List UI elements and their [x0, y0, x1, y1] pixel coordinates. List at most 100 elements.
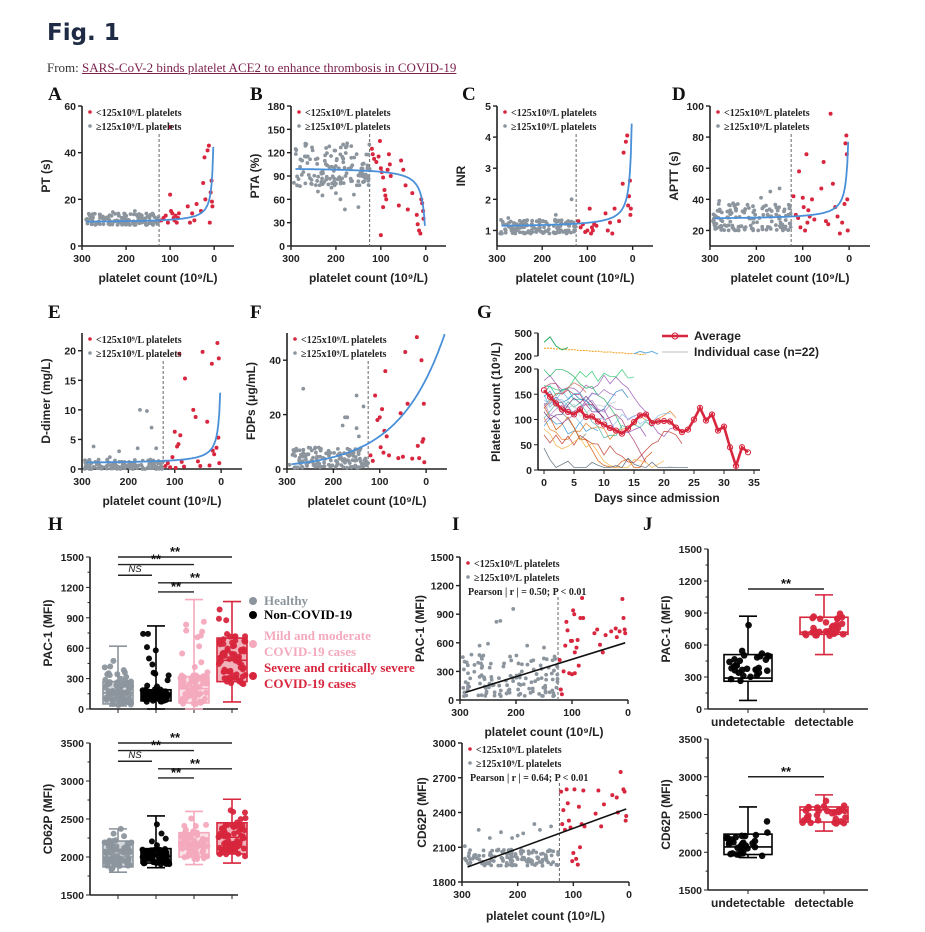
point-low — [193, 414, 198, 419]
point-high — [540, 694, 545, 698]
point-high — [533, 679, 538, 684]
y-tick-label: 300 — [684, 672, 702, 684]
y-tick-label: 2000 — [61, 852, 85, 864]
point-high — [117, 449, 122, 454]
point-low — [613, 626, 618, 631]
x-tick-label: 300 — [282, 253, 300, 265]
point-low — [628, 206, 633, 211]
point-low — [622, 627, 627, 632]
point-high — [350, 163, 355, 168]
point-high — [343, 207, 347, 212]
point-high — [534, 861, 539, 866]
point-low — [398, 411, 403, 416]
point-high — [87, 458, 92, 462]
data-point — [738, 647, 746, 655]
data-point — [751, 837, 759, 845]
point-high — [467, 851, 471, 856]
legend-marker-low — [503, 110, 507, 114]
point-high — [462, 844, 467, 848]
data-point — [102, 684, 109, 691]
point-high — [487, 836, 492, 840]
point-high — [120, 221, 125, 225]
significance-label: ** — [781, 764, 792, 779]
data-point — [106, 672, 113, 679]
point-high — [293, 152, 298, 156]
significance-label: ** — [171, 765, 182, 780]
point-high — [508, 219, 513, 224]
point-low — [414, 212, 419, 217]
point-high — [463, 680, 468, 685]
point-high — [513, 863, 518, 868]
point-high — [337, 456, 342, 461]
point-high — [787, 221, 792, 226]
point-high — [116, 211, 121, 216]
data-point — [125, 856, 132, 863]
point-high — [105, 463, 109, 468]
point-high — [554, 685, 559, 690]
point-low — [383, 369, 388, 374]
point-high — [534, 672, 539, 676]
point-low — [575, 637, 580, 642]
point-low — [209, 361, 214, 366]
point-high — [556, 219, 560, 224]
point-high — [298, 184, 302, 189]
point-high — [746, 206, 751, 210]
point-high — [569, 219, 574, 224]
legend-marker-low — [297, 110, 301, 114]
point-high — [460, 655, 465, 659]
chart-panel-f-f: F 0 20 40 300 200 100 0 <125x10⁹/L platelets ≥125… — [244, 302, 447, 508]
point-low — [618, 769, 623, 774]
significance-label: ** — [171, 579, 182, 594]
average-point — [642, 411, 650, 418]
y-axis-title: FDPs (μg/mL) — [244, 362, 258, 440]
article-link[interactable]: SARS-CoV-2 binds platelet ACE2 to enhanc… — [82, 60, 457, 75]
y-tick-label: 2500 — [679, 810, 703, 822]
point-high — [503, 228, 508, 232]
point-high — [313, 445, 318, 450]
average-point — [726, 444, 734, 451]
individual-case-line — [543, 395, 605, 420]
point-low — [383, 193, 388, 198]
point-high — [323, 162, 328, 167]
point-low — [601, 802, 606, 807]
data-point — [241, 809, 248, 816]
point-high — [479, 655, 484, 660]
point-low — [380, 407, 385, 412]
point-high — [352, 155, 357, 160]
x-axis-title: platelet count (10⁹/L) — [515, 271, 634, 285]
point-low — [405, 401, 410, 406]
point-low — [419, 358, 424, 363]
point-high — [563, 229, 568, 234]
point-high — [139, 216, 144, 221]
point-high — [138, 407, 142, 412]
y-tick-label: 1500 — [61, 890, 85, 902]
point-high — [136, 463, 141, 468]
point-high — [149, 425, 154, 430]
point-high — [539, 860, 544, 865]
legend-label-high: ≥125x10⁹/L platelets — [305, 122, 391, 133]
point-high — [356, 179, 361, 184]
point-high — [543, 689, 548, 693]
point-high — [524, 218, 529, 223]
y-tick-label: 600 — [684, 640, 702, 652]
point-high — [512, 221, 517, 226]
point-high — [147, 462, 152, 466]
data-point — [110, 830, 117, 837]
point-high — [769, 219, 774, 224]
point-high — [462, 690, 467, 695]
legend-label-low: <125x10⁹/L platelets — [96, 335, 182, 346]
y-tick-label: 100 — [686, 101, 704, 113]
point-low — [387, 162, 392, 167]
y-axis-title: Platelet count (10⁹/L) — [489, 342, 503, 462]
y-tick-label: 20 — [64, 346, 76, 358]
y-axis-title: INR — [454, 165, 468, 186]
point-high — [761, 212, 766, 217]
point-high — [523, 676, 528, 681]
y-tick-label: 2500 — [61, 814, 85, 826]
point-high — [491, 859, 496, 863]
point-low — [207, 463, 212, 468]
point-low — [617, 219, 622, 224]
data-point — [124, 682, 131, 689]
point-low — [414, 335, 419, 340]
average-point — [618, 430, 626, 437]
